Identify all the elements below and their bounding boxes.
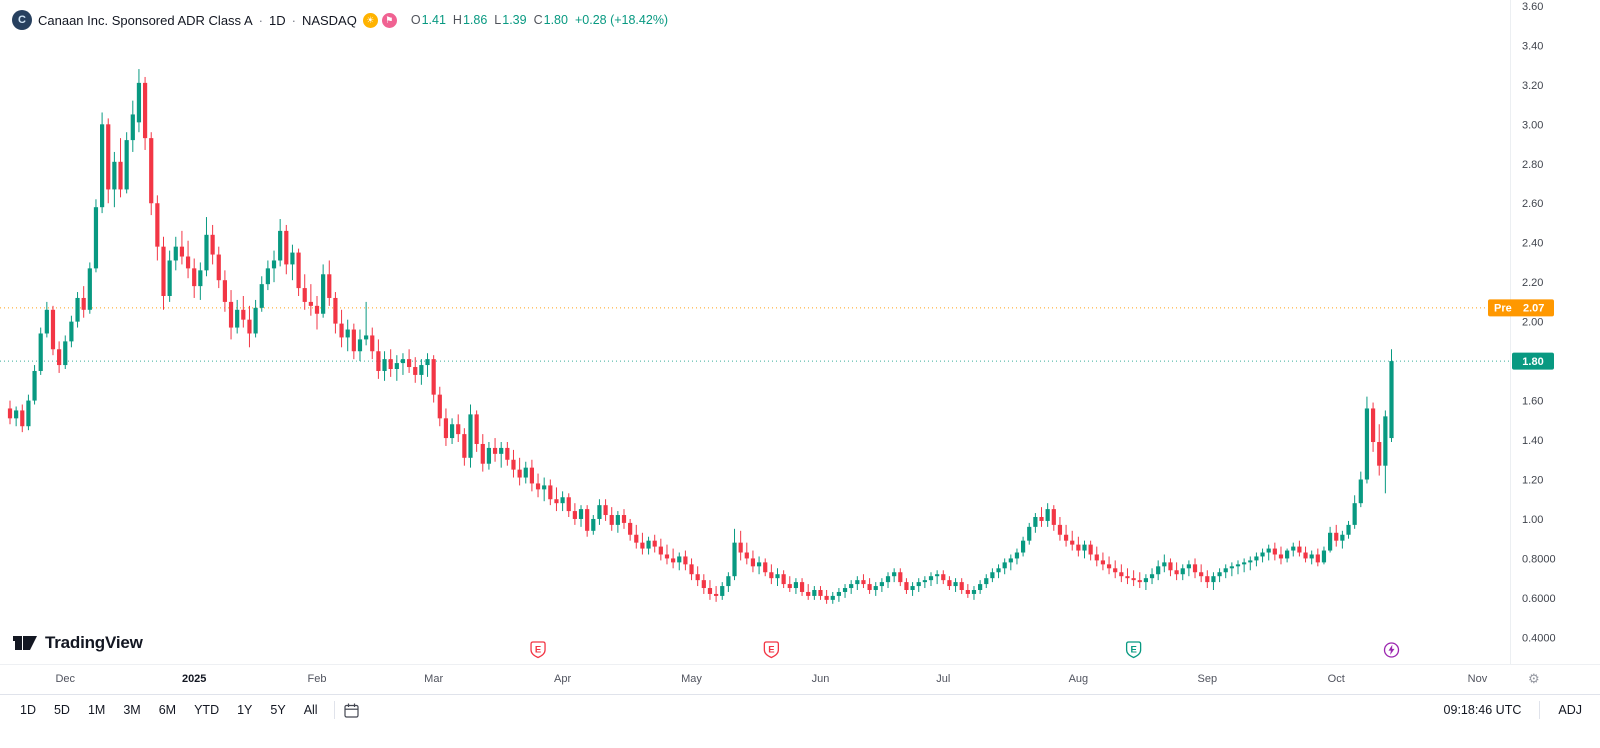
svg-text:2.20: 2.20 <box>1522 277 1543 289</box>
adj-toggle-button[interactable]: ADJ <box>1558 703 1582 717</box>
pre-market-badge <box>1488 299 1554 317</box>
premarket-sun-icon[interactable]: ☀ <box>362 12 378 28</box>
svg-text:0.6000: 0.6000 <box>1522 593 1556 605</box>
toolbar-right: 09:18:46 UTC ADJ <box>1438 701 1588 719</box>
calendar-icon <box>343 703 359 718</box>
low-label: L <box>494 13 502 27</box>
svg-text:1.80: 1.80 <box>1522 356 1543 368</box>
time-axis-label: Feb <box>307 673 327 685</box>
time-axis-label: Mar <box>424 673 444 685</box>
time-axis-label: Oct <box>1327 673 1345 685</box>
svg-text:0.8000: 0.8000 <box>1522 553 1556 565</box>
range-buttons: 1D 5D 1M 3M 6M YTD 1Y 5Y All <box>12 699 326 721</box>
svg-text:Pre: Pre <box>1494 303 1512 315</box>
svg-text:1.40: 1.40 <box>1522 435 1543 447</box>
svg-text:E: E <box>768 645 774 656</box>
svg-text:1.20: 1.20 <box>1522 475 1543 487</box>
time-axis-settings-gear-icon[interactable]: ⚙ <box>1528 671 1540 686</box>
go-to-date-button[interactable] <box>343 702 360 719</box>
time-axis-label: Nov <box>1467 673 1488 685</box>
clock-timezone-button[interactable]: 09:18:46 UTC <box>1443 703 1522 717</box>
earnings-marker[interactable]: E <box>530 641 546 659</box>
event-lightning-marker[interactable] <box>1383 642 1400 658</box>
bottom-toolbar: 1D 5D 1M 3M 6M YTD 1Y 5Y All 09:18:46 UTC ADJ <box>0 694 1600 725</box>
svg-text:2.07: 2.07 <box>1523 303 1544 315</box>
earnings-marker[interactable]: E <box>1125 641 1142 659</box>
earnings-marker[interactable]: E <box>763 641 780 659</box>
open-label: O <box>410 13 421 27</box>
high-label: H <box>452 13 462 27</box>
delayed-data-icon[interactable]: ⚑ <box>381 12 397 28</box>
separator: · <box>291 12 296 28</box>
low-value: 1.39 <box>502 13 527 27</box>
svg-text:2.40: 2.40 <box>1522 238 1543 250</box>
svg-text:E: E <box>1130 645 1136 656</box>
toolbar-divider <box>1539 701 1541 719</box>
tradingview-logo-icon <box>13 636 37 650</box>
range-button-all[interactable]: All <box>303 703 318 717</box>
svg-text:1.60: 1.60 <box>1522 396 1543 408</box>
time-axis-label: Sep <box>1197 673 1218 685</box>
svg-text:3.20: 3.20 <box>1522 80 1543 92</box>
range-button-ytd[interactable]: YTD <box>194 703 220 717</box>
range-button-1m[interactable]: 1M <box>87 703 106 717</box>
tradingview-logo-text: TradingView <box>45 633 143 652</box>
range-button-1y[interactable]: 1Y <box>237 703 253 717</box>
svg-text:2.60: 2.60 <box>1522 198 1543 210</box>
svg-text:3.60: 3.60 <box>1522 1 1543 13</box>
time-axis-label: Jul <box>936 673 951 685</box>
time-axis[interactable]: Dec 2025 Feb Mar Apr May Jun Jul Aug Sep Oct Nov ⚙ <box>0 664 1600 694</box>
time-axis-label: Aug <box>1068 673 1089 685</box>
chart-legend: C Canaan Inc. Sponsored ADR Class A · 1D… <box>12 10 668 30</box>
chart-pane[interactable]: 3.60 3.40 3.20 3.00 2.80 2.60 2.40 2.20 2.00 1.80… <box>0 0 1600 664</box>
symbol-logo[interactable]: C <box>12 10 32 30</box>
range-button-3m[interactable]: 3M <box>123 703 141 717</box>
candlestick-series[interactable] <box>7 69 1394 604</box>
svg-text:2.80: 2.80 <box>1522 159 1543 171</box>
svg-text:2.00: 2.00 <box>1522 317 1543 329</box>
close-value: 1.80 <box>543 13 568 27</box>
ohlc-readout: O 1.41 H 1.86 L 1.39 C 1.80 +0.28 (+18.42%) <box>411 13 668 27</box>
svg-text:E: E <box>535 645 541 656</box>
price-axis[interactable]: 3.60 3.40 3.20 3.00 2.80 2.60 2.40 2.20 2.00 1.80… <box>1488 1 1556 644</box>
time-axis-label: 2025 <box>181 673 207 685</box>
time-axis-label: May <box>681 673 702 685</box>
interval-label[interactable]: 1D <box>268 12 286 28</box>
svg-text:3.40: 3.40 <box>1522 40 1543 52</box>
candlestick-chart[interactable]: 3.60 3.40 3.20 3.00 2.80 2.60 2.40 2.20 2.00 1.80… <box>0 0 1600 664</box>
last-price-badge <box>1512 352 1554 370</box>
svg-text:3.00: 3.00 <box>1522 119 1543 131</box>
footer-space <box>0 725 1600 748</box>
range-button-5y[interactable]: 5Y <box>270 703 286 717</box>
range-button-6m[interactable]: 6M <box>158 703 177 717</box>
range-button-1d[interactable]: 1D <box>20 703 36 717</box>
exchange-label[interactable]: NASDAQ <box>301 12 357 28</box>
high-value: 1.86 <box>462 13 488 27</box>
svg-text:0.4000: 0.4000 <box>1522 632 1556 644</box>
change-value: +0.28 (+18.42%) <box>574 13 669 27</box>
svg-text:1.00: 1.00 <box>1522 514 1543 526</box>
toolbar-divider <box>333 701 335 719</box>
time-axis-label: Dec <box>55 673 76 685</box>
tradingview-attribution[interactable]: TradingView <box>12 632 143 654</box>
range-button-5d[interactable]: 5D <box>53 703 70 717</box>
time-axis-label: Jun <box>811 673 830 685</box>
close-label: C <box>533 13 543 27</box>
open-value: 1.41 <box>421 13 446 27</box>
symbol-title[interactable]: Canaan Inc. Sponsored ADR Class A <box>38 12 253 28</box>
separator: · <box>258 12 263 28</box>
time-axis-label: Apr <box>554 673 572 685</box>
